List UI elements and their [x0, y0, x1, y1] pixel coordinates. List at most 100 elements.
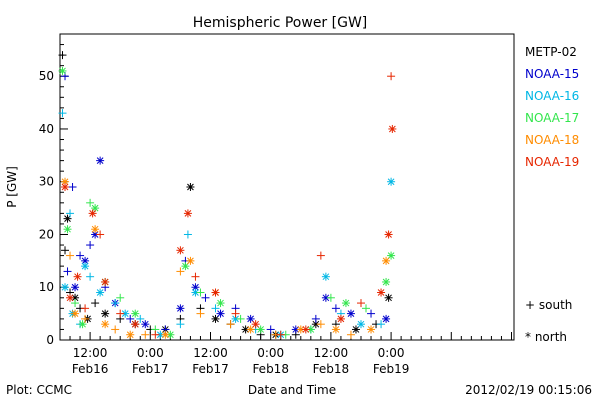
north-data-point — [341, 299, 350, 308]
legend-entry: NOAA-16 — [525, 89, 579, 103]
plot-frame — [59, 33, 515, 341]
north-data-point — [126, 330, 135, 339]
north-data-point — [176, 304, 185, 313]
south-data-point — [126, 314, 135, 323]
north-data-point — [96, 156, 105, 165]
north-data-point — [101, 320, 110, 329]
north-data-point — [73, 272, 82, 281]
y-tick-label: 10 — [39, 280, 54, 294]
south-data-point — [63, 267, 72, 276]
south-data-point — [91, 299, 100, 308]
marker-legend: + south * north — [525, 298, 572, 344]
south-data-point — [236, 314, 245, 323]
x-tick-label: 0:00 — [378, 346, 405, 360]
north-data-point — [191, 288, 200, 297]
south-data-point — [356, 299, 365, 308]
south-data-point — [276, 330, 285, 339]
south-data-point — [211, 304, 220, 313]
y-tick-label: 30 — [39, 175, 54, 189]
north-data-point — [186, 183, 195, 191]
south-data-point — [116, 309, 125, 318]
south-data-point — [331, 304, 340, 313]
north-data-point — [301, 325, 310, 334]
y-tick-label: 50 — [39, 69, 54, 83]
north-data-point — [306, 325, 315, 334]
north-data-point — [216, 309, 225, 318]
legend-entry: NOAA-17 — [525, 111, 579, 125]
north-data-point — [384, 293, 393, 302]
north-data-point — [71, 309, 80, 318]
y-axis: 0 10 20 30 40 50 — [39, 33, 68, 347]
north-data-point — [356, 320, 365, 329]
south-data-point — [387, 72, 396, 81]
south-data-point — [116, 293, 125, 302]
legend-entry: NOAA-18 — [525, 133, 579, 147]
south-data-point — [183, 230, 192, 239]
north-data-point — [211, 314, 220, 323]
south-data-point — [61, 246, 70, 255]
north-data-point — [382, 277, 391, 286]
legend-entry: NOAA-19 — [525, 155, 579, 169]
north-data-point — [181, 262, 190, 271]
south-data-point — [196, 288, 205, 297]
south-data-point — [58, 109, 67, 118]
north-data-point — [63, 214, 72, 223]
north-data-point — [63, 225, 72, 234]
north-data-point — [101, 309, 110, 318]
south-data-point — [111, 299, 120, 308]
x-axis-label: Date and Time — [248, 383, 336, 397]
north-data-point — [211, 288, 220, 297]
north-data-point — [91, 225, 100, 234]
north-data-point — [388, 124, 397, 133]
north-data-point — [382, 314, 391, 323]
plot-timestamp: 2012/02/19 00:15:06 — [465, 383, 592, 397]
south-data-point — [86, 272, 95, 281]
north-data-point — [61, 183, 70, 191]
south-data-point — [367, 309, 376, 318]
north-data-point — [387, 251, 396, 260]
south-data-point — [71, 299, 80, 308]
south-data-point — [266, 325, 275, 334]
north-data-point — [176, 246, 185, 255]
north-data-point — [131, 309, 140, 318]
north-data-point — [66, 293, 75, 302]
north-data-point — [88, 209, 97, 218]
north-data-point — [331, 325, 340, 334]
south-data-point — [326, 293, 335, 302]
south-data-point — [76, 251, 85, 260]
chart-title: Hemispheric Power [GW] — [193, 15, 368, 31]
legend-entry: NOAA-15 — [525, 67, 579, 81]
south-data-point — [86, 241, 95, 250]
south-data-point — [346, 330, 355, 339]
x-tick-label: 12:00 — [73, 346, 108, 360]
north-data-point — [296, 325, 305, 334]
north-data-point — [346, 309, 355, 318]
north-data-point — [71, 283, 80, 292]
north-data-point — [216, 299, 225, 308]
north-data-point — [351, 325, 360, 334]
south-data-point — [316, 251, 325, 260]
south-data-point — [141, 330, 150, 339]
north-data-point — [382, 256, 391, 265]
north-data-point — [81, 262, 90, 271]
north-data-point — [246, 314, 255, 323]
south-data-point — [136, 314, 145, 323]
north-data-point — [96, 288, 105, 297]
y-tick-label: 20 — [39, 227, 54, 241]
south-data-point — [66, 251, 75, 260]
south-data-point — [311, 314, 320, 323]
south-data-point — [151, 330, 160, 339]
south-data-point — [196, 309, 205, 318]
south-data-point — [176, 320, 185, 329]
south-data-point — [201, 293, 210, 302]
north-data-point — [78, 320, 87, 329]
x-tick-date-label: Feb17 — [192, 362, 229, 376]
marker-legend-entry: * north — [525, 330, 567, 344]
north-data-point — [321, 272, 330, 281]
north-data-point — [161, 330, 170, 339]
north-data-point — [101, 277, 110, 286]
x-tick-date-label: Feb17 — [132, 362, 169, 376]
north-data-point — [61, 283, 70, 292]
south-data-point — [226, 320, 235, 329]
